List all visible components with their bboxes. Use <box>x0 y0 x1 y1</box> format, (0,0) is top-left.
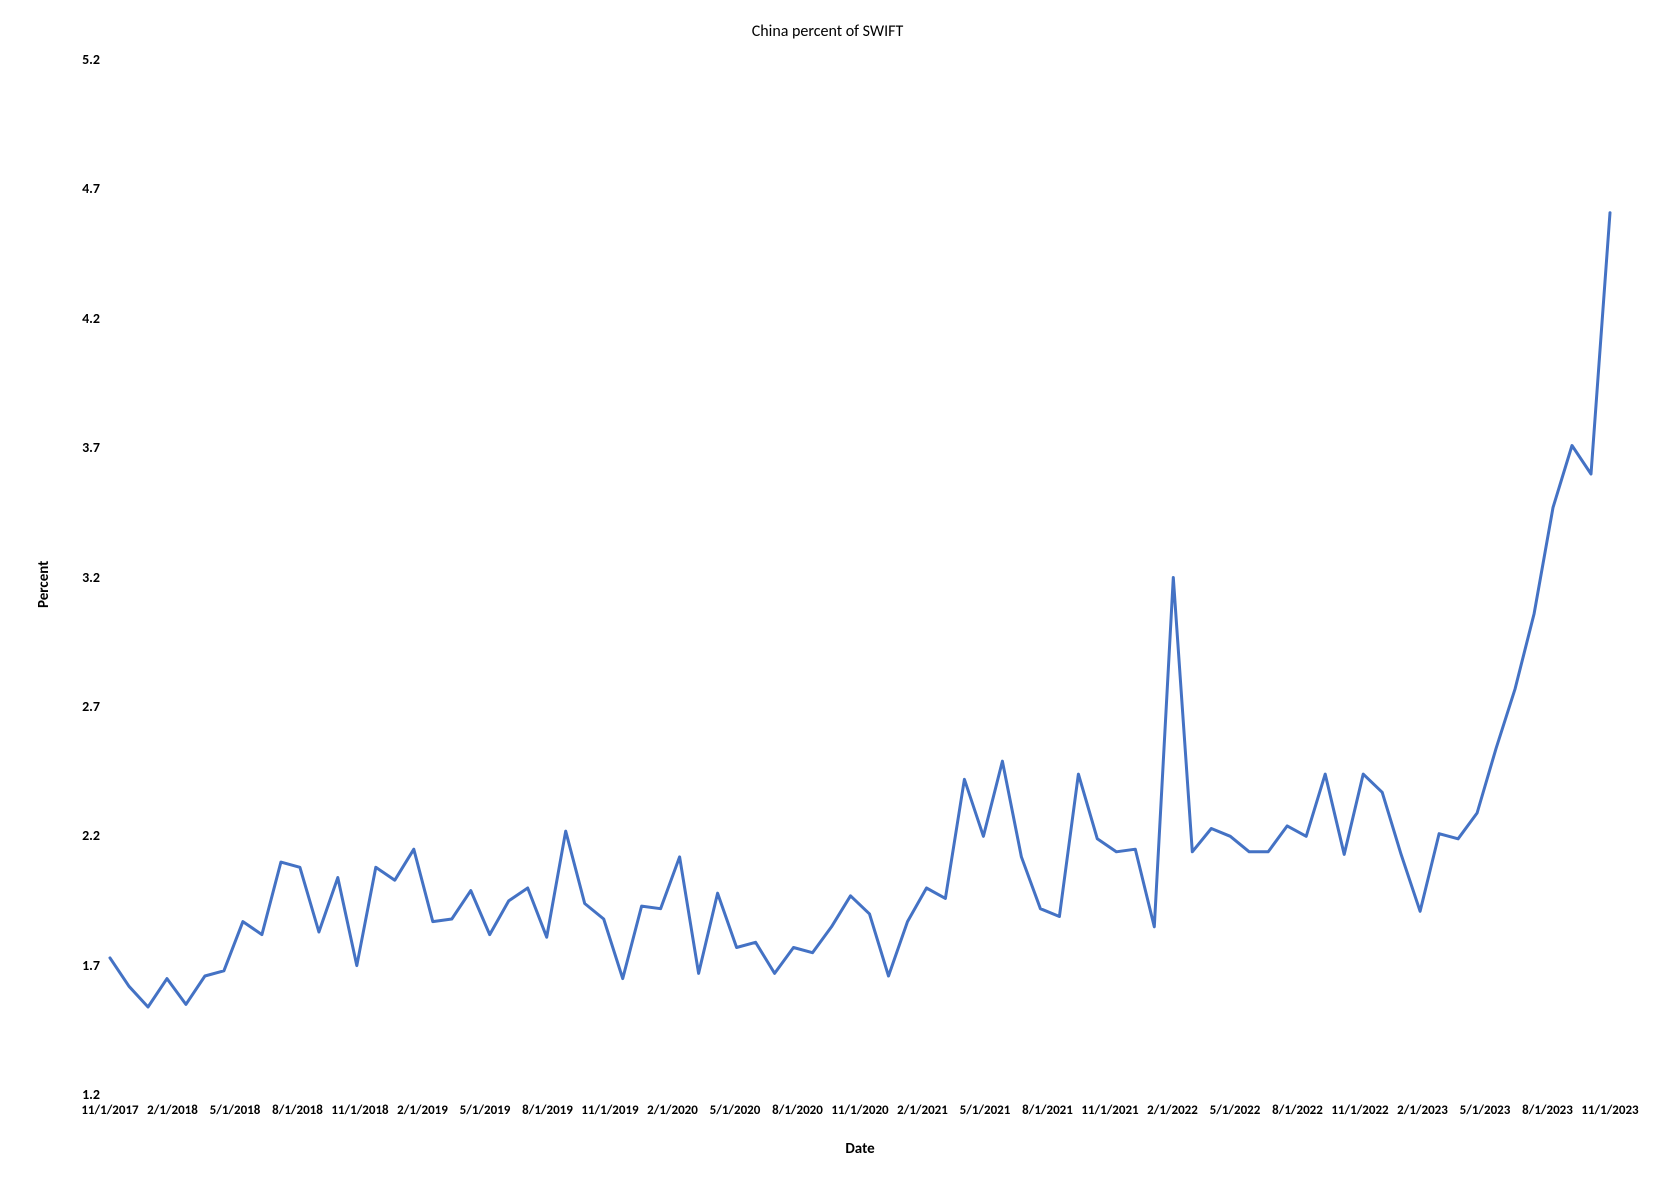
series-line <box>110 213 1610 1007</box>
chart-plot-area <box>0 0 1655 1200</box>
chart-container: China percent of SWIFT Percent Date 1.21… <box>0 0 1655 1200</box>
